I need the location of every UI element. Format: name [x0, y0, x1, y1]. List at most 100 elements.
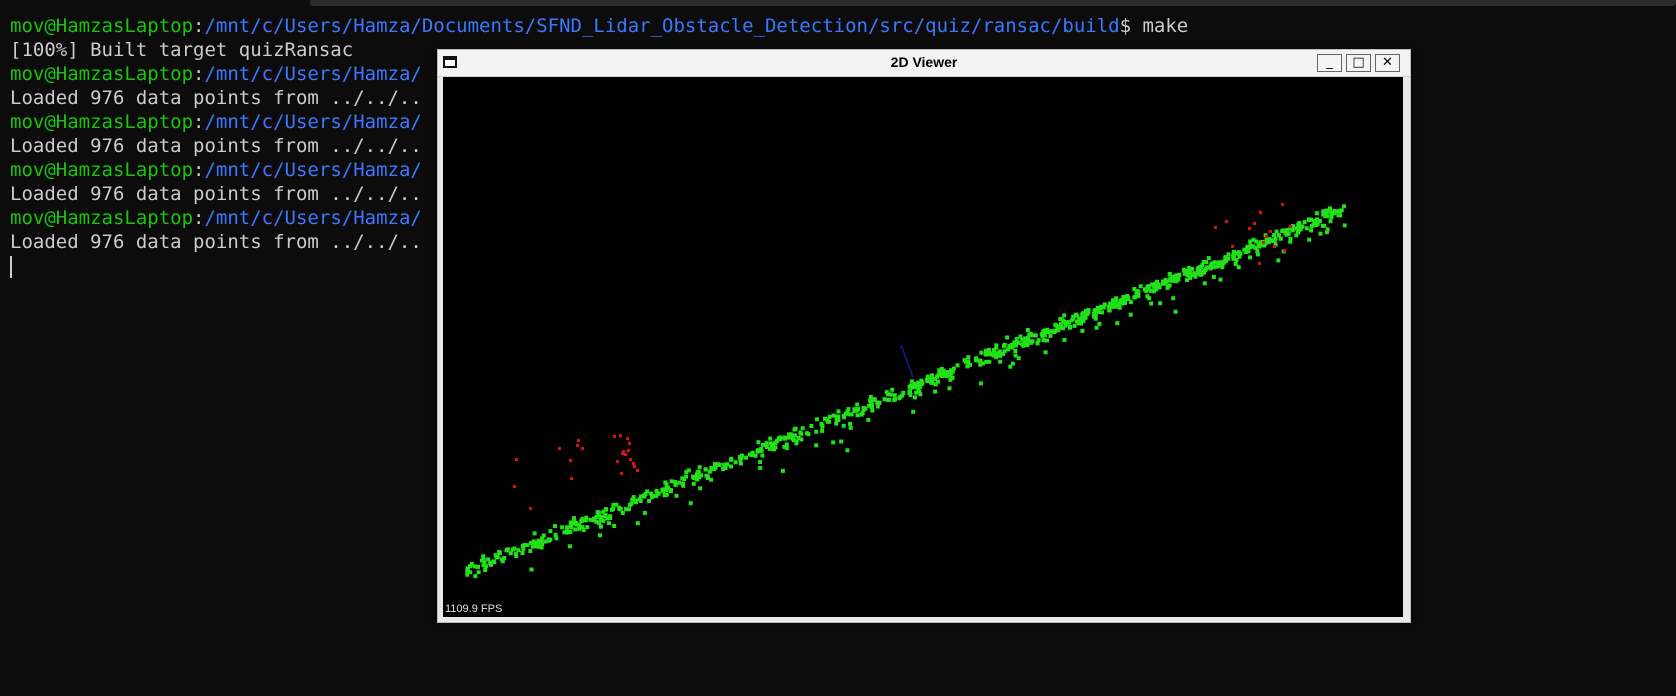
inlier-point [1168, 278, 1173, 283]
inlier-point [1309, 217, 1314, 222]
inlier-point [784, 446, 789, 451]
inlier-point [1008, 364, 1013, 369]
inlier-point [869, 402, 874, 407]
inlier-point [1307, 237, 1312, 242]
outlier-point [1214, 226, 1217, 229]
inlier-point [1010, 361, 1015, 366]
inlier-point [1148, 288, 1153, 293]
inlier-point [984, 359, 989, 364]
inlier-point [947, 386, 952, 391]
inlier-point [917, 385, 922, 389]
inlier-point [1321, 212, 1326, 217]
inlier-point [1324, 230, 1329, 235]
inlier-point [681, 481, 685, 486]
inlier-point [1132, 295, 1137, 300]
inlier-point [1255, 248, 1260, 253]
inlier-point [1237, 254, 1242, 259]
prompt-separator: : [193, 159, 205, 181]
inlier-point [1223, 256, 1228, 261]
inlier-point [709, 466, 714, 470]
outlier-point [633, 465, 636, 468]
inlier-point [739, 456, 744, 461]
inlier-point [530, 544, 535, 549]
inlier-point [836, 414, 841, 419]
inlier-point [1014, 337, 1019, 341]
inlier-point [583, 518, 588, 523]
inlier-point [757, 448, 762, 453]
inlier-point [1332, 210, 1337, 215]
inlier-point [713, 462, 717, 467]
minimize-button[interactable]: _ [1317, 54, 1342, 72]
inlier-point [987, 359, 992, 364]
inlier-point [739, 453, 744, 458]
inlier-point [694, 472, 699, 477]
prompt-separator: : [193, 207, 205, 229]
inlier-point [1002, 342, 1007, 347]
inlier-point [1274, 229, 1279, 234]
terminal-output[interactable]: mov@HamzasLaptop:/mnt/c/Users/Hamza/Docu… [10, 14, 1676, 278]
inlier-point [716, 462, 721, 467]
point-cloud-canvas[interactable]: 1109.9 FPS [443, 77, 1403, 617]
inlier-point [1328, 219, 1333, 224]
inlier-point [664, 488, 669, 493]
inlier-point [1204, 260, 1209, 265]
inlier-point [539, 545, 544, 550]
inlier-point [834, 421, 839, 426]
inlier-point [1309, 224, 1314, 229]
outlier-point [619, 434, 622, 437]
inlier-point [768, 436, 773, 441]
outlier-point [1289, 225, 1292, 228]
inlier-point [1005, 335, 1010, 340]
inlier-point [1083, 314, 1088, 319]
inlier-point [1255, 252, 1260, 257]
inlier-point [790, 436, 795, 441]
inlier-point [1114, 304, 1119, 309]
inlier-point [1177, 272, 1182, 277]
outlier-point [1269, 230, 1272, 233]
inlier-point [725, 462, 730, 467]
outlier-point [1248, 227, 1251, 230]
inlier-point [1278, 236, 1283, 241]
inlier-point [568, 529, 573, 534]
inlier-point [1321, 209, 1326, 214]
inlier-point [709, 477, 714, 482]
inlier-point [799, 431, 804, 436]
inlier-point [525, 543, 530, 548]
close-button[interactable]: ✕ [1375, 54, 1400, 72]
inlier-point [744, 455, 749, 460]
inlier-point [898, 394, 903, 399]
inlier-point [849, 412, 854, 417]
inlier-point [1095, 305, 1100, 310]
inlier-point [1248, 255, 1252, 260]
inlier-point [1251, 237, 1256, 242]
inlier-point [1245, 246, 1249, 251]
inlier-point [1236, 265, 1241, 270]
inlier-point [823, 416, 827, 421]
inlier-point [597, 521, 602, 526]
inlier-point [860, 411, 865, 415]
inlier-point [933, 382, 938, 387]
inlier-point [1273, 242, 1278, 247]
viewer-window[interactable]: 2D Viewer _ □ ✕ 1109.9 FPS [437, 49, 1411, 623]
inlier-point [1114, 297, 1119, 302]
inlier-point [1026, 338, 1031, 343]
outlier-point [1265, 235, 1268, 238]
inlier-point [750, 453, 755, 457]
viewer-titlebar[interactable]: 2D Viewer _ □ ✕ [438, 50, 1410, 77]
inlier-point [1201, 260, 1206, 265]
inlier-point [1322, 223, 1327, 228]
inlier-point [1188, 275, 1193, 280]
inlier-point [992, 352, 997, 357]
inlier-point [839, 439, 844, 444]
viewer-title: 2D Viewer [890, 54, 958, 70]
inlier-point [633, 499, 638, 504]
inlier-point [660, 488, 665, 493]
inlier-point [848, 425, 853, 430]
maximize-button[interactable]: □ [1346, 54, 1371, 72]
inlier-point [642, 510, 647, 515]
inlier-point [729, 456, 734, 461]
inlier-point [494, 555, 499, 560]
inlier-point [697, 475, 702, 480]
inlier-points [465, 204, 1347, 579]
inlier-point [949, 371, 954, 376]
